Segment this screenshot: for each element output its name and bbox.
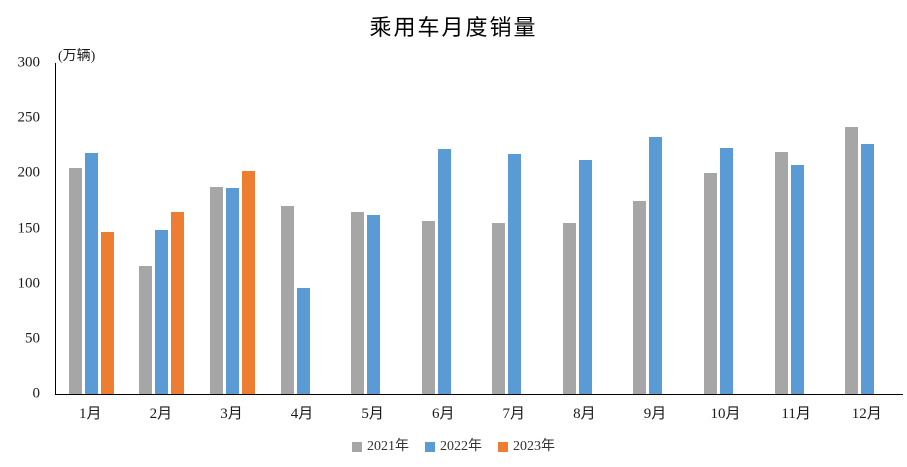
- y-tick-label: 50: [25, 330, 40, 347]
- x-tick-label: 2月: [149, 406, 173, 422]
- plot-area: [55, 63, 903, 395]
- x-tick-label: 6月: [431, 406, 455, 422]
- legend-label-2021: 2021年: [367, 439, 409, 454]
- legend-label-2022: 2022年: [440, 439, 482, 454]
- bar-2022-m11: [790, 165, 804, 394]
- y-tick-label: 150: [17, 220, 41, 236]
- x-tick-label: 12月: [851, 406, 882, 422]
- bar-2022-m8: [578, 159, 592, 394]
- chart-legend: 2021年 2022年 2023年: [0, 440, 907, 454]
- x-tick-label: 10月: [710, 406, 741, 422]
- bar-2022-m7: [508, 154, 522, 394]
- bar-2022-m4: [296, 287, 310, 394]
- bar-2021-m6: [421, 220, 435, 394]
- y-axis-unit-label: (万辆): [58, 49, 96, 64]
- bar-2021-m5: [351, 212, 365, 394]
- legend-item-2021: 2021年: [352, 440, 409, 454]
- bar-2023-m3: [241, 171, 255, 394]
- bar-2023-m1: [100, 231, 114, 394]
- y-tick-label: 200: [17, 164, 41, 181]
- y-tick-label: 100: [17, 275, 41, 292]
- chart-title: 乘用车月度销量: [369, 15, 538, 40]
- legend-item-2023: 2023年: [498, 440, 555, 454]
- legend-item-2022: 2022年: [425, 440, 482, 454]
- y-tick-label: 300: [17, 54, 41, 71]
- legend-swatch-2023: [498, 442, 508, 452]
- x-tick-label: 9月: [643, 406, 667, 422]
- bar-2022-m5: [367, 214, 381, 394]
- bar-2021-m7: [492, 222, 506, 394]
- bar-2022-m9: [649, 136, 663, 394]
- x-tick-label: 4月: [290, 406, 314, 422]
- bar-2022-m2: [155, 229, 169, 394]
- x-tick-label: 7月: [502, 406, 526, 422]
- bar-2022-m12: [861, 144, 875, 394]
- x-tick-label: 1月: [79, 406, 102, 422]
- bar-2021-m1: [68, 168, 82, 394]
- bar-2021-m9: [633, 200, 647, 394]
- legend-swatch-2022: [425, 442, 435, 452]
- bar-2023-m2: [171, 211, 185, 394]
- y-tick-label: 0: [32, 385, 41, 402]
- x-tick-label: 8月: [573, 406, 596, 422]
- x-tick-label: 11月: [781, 406, 811, 422]
- bar-2022-m3: [225, 188, 239, 394]
- bar-2022-m6: [437, 148, 451, 394]
- bar-2021-m4: [280, 206, 294, 394]
- legend-label-2023: 2023年: [513, 439, 555, 454]
- bar-2021-m11: [774, 152, 788, 394]
- y-tick-label: 250: [17, 109, 41, 126]
- x-tick-label: 3月: [220, 406, 243, 422]
- bar-2021-m10: [704, 172, 718, 394]
- bar-2021-m8: [562, 222, 576, 394]
- bar-2022-m10: [720, 147, 734, 394]
- bar-2022-m1: [84, 152, 98, 394]
- x-tick-label: 5月: [361, 406, 384, 422]
- bar-2021-m2: [139, 266, 153, 394]
- bar-2021-m3: [209, 187, 223, 394]
- bar-2021-m12: [845, 126, 859, 394]
- legend-swatch-2021: [352, 442, 362, 452]
